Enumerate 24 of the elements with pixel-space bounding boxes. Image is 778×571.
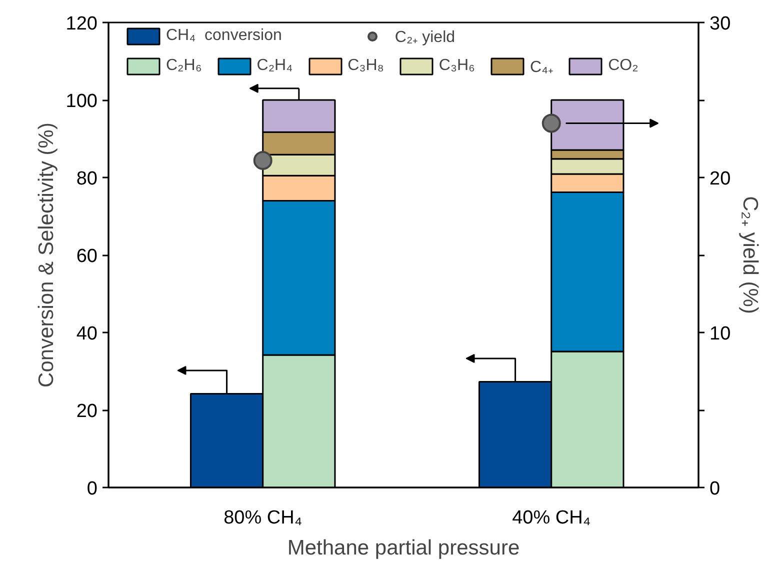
y2-tick-label: 10 [710,324,731,344]
x-tick-label: 80% CH₄ [224,508,302,528]
y-axis-title: Conversion & Selectivity (%) [34,122,58,388]
y-tick-label: 20 [76,401,98,422]
legend-label: C₃H₆ [438,57,475,75]
legend-label: C₂₊ yield [394,28,456,47]
y2-axis-title: C₂₊ yield (%) [738,196,762,314]
legend-label: C₃H₈ [348,57,384,75]
y2-tick-label: 0 [710,478,720,500]
x-tick-label: 40% CH₄ [512,508,591,528]
y2-tick-label: 20 [710,168,731,190]
y-tick-label: 80 [76,168,98,190]
y-tick-label: 100 [66,91,98,112]
legend-label: CO₂ [608,57,638,75]
y-tick-label: 40 [76,324,98,344]
legend-label: C₂H₄ [256,57,293,75]
x-axis-title: Methane partial pressure [287,536,520,560]
y-tick-label: 0 [86,478,98,500]
y2-tick-label: 30 [710,14,731,34]
y-tick-label: 120 [66,14,98,34]
legend-label: C₄₊ [530,58,554,77]
y-tick-label: 60 [76,246,98,267]
legend-label: CH₄ conversion [166,27,282,45]
legend-label: C₂H₆ [166,57,202,75]
